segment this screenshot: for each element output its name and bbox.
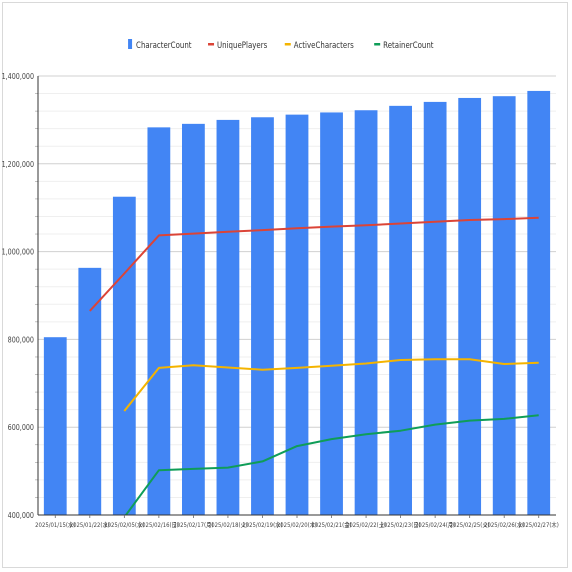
x-tick-label: 2025/01/15(水)	[35, 520, 75, 529]
x-tick-label: 2025/02/16(日)	[139, 522, 179, 530]
bar	[78, 267, 102, 515]
y-tick-label: 1,200,000	[2, 160, 34, 169]
series-line-RetainerCount	[124, 414, 539, 515]
legend-swatch	[284, 43, 291, 46]
y-tick-label: 1,000,000	[2, 248, 34, 257]
x-tick-label: 2025/02/21(金)	[311, 520, 351, 529]
x-tick-label: 2025/02/17(月)	[173, 522, 213, 530]
legend: CharacterCount UniquePlayers ActiveCharact…	[128, 39, 434, 50]
series-line-ActiveCharacters	[123, 358, 539, 412]
bar	[182, 123, 205, 515]
x-tick-label: 2025/02/25(火)	[450, 522, 490, 530]
bar	[423, 101, 447, 515]
series-line-UniquePlayers	[89, 216, 539, 312]
x-tick-label: 2025/02/19(水)	[242, 520, 282, 529]
x-tick-label: 2025/02/20(木)	[277, 520, 317, 529]
bar	[285, 114, 309, 515]
legend-swatch	[374, 43, 381, 46]
axis-layer: 400,000 600,000 800,000 1,000,000 1,200,000 1…	[2, 73, 559, 530]
bar	[147, 127, 171, 515]
legend-label: UniquePlayers	[217, 40, 267, 50]
bar	[112, 196, 136, 515]
bar	[354, 110, 378, 515]
legend-label: RetainerCount	[383, 40, 433, 50]
y-tick-label: 1,400,000	[2, 73, 34, 82]
bar	[320, 112, 343, 515]
x-tick-label: 2025/02/27(木)	[519, 520, 559, 529]
bar	[43, 337, 67, 515]
legend-label: CharacterCount	[136, 40, 191, 50]
x-tick-label: 2025/01/22(水)	[70, 520, 110, 529]
y-tick-label: 600,000	[8, 424, 34, 433]
x-tick-label: 2025/02/18(火)	[208, 522, 248, 530]
chart-frame	[2, 2, 568, 568]
x-tick-label: 2025/02/23(日)	[381, 522, 421, 530]
lines-layer	[89, 216, 539, 515]
x-tick-label: 2025/02/05(水)	[104, 520, 144, 529]
bars-layer	[43, 90, 551, 516]
bar	[389, 105, 412, 516]
y-tick-label: 800,000	[8, 336, 34, 345]
bar	[216, 119, 240, 516]
y-tick-label: 400,000	[8, 512, 34, 521]
x-tick-label: 2025/02/26(水)	[484, 520, 524, 529]
legend-label: ActiveCharacters	[294, 40, 354, 50]
bar	[492, 96, 516, 515]
bar	[527, 90, 551, 516]
legend-swatch	[208, 43, 215, 46]
bar	[458, 97, 482, 515]
bar	[251, 117, 274, 516]
x-tick-label: 2025/02/24(月)	[415, 522, 455, 530]
x-tick-label: 2025/02/22(土)	[346, 520, 386, 529]
legend-swatch	[128, 39, 133, 49]
